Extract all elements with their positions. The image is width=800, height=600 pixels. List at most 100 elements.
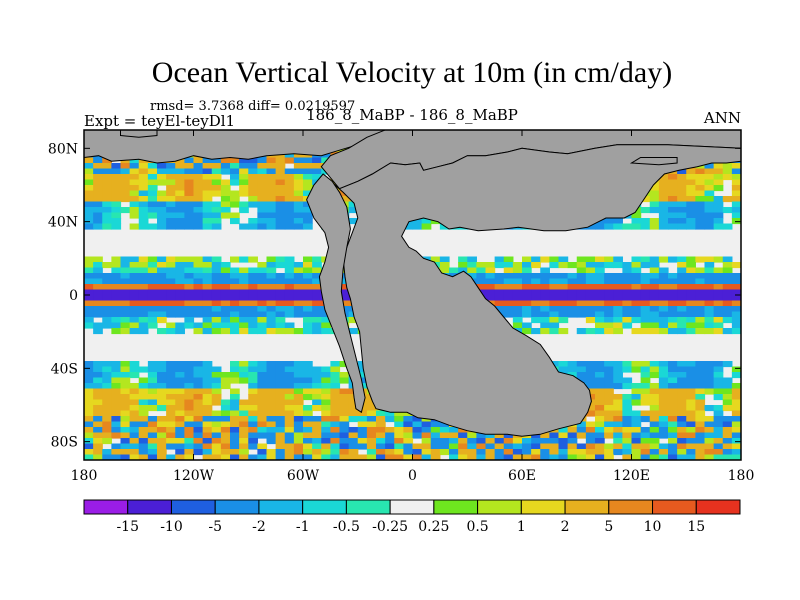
field-cell xyxy=(239,185,249,192)
field-cell xyxy=(595,262,605,269)
y-tick-label: 40S xyxy=(51,361,78,377)
field-cell xyxy=(677,185,687,192)
field-cell xyxy=(239,300,249,307)
field-cell xyxy=(567,306,578,313)
field-cell xyxy=(111,185,122,192)
field-cell xyxy=(266,383,277,390)
field-cell xyxy=(604,377,614,384)
field-cell xyxy=(257,454,268,460)
field-cell xyxy=(567,273,578,280)
field-cell xyxy=(668,443,678,450)
field-cell xyxy=(713,223,724,230)
field-cell xyxy=(293,152,304,159)
field-cell xyxy=(166,256,176,263)
field-cell xyxy=(677,300,687,307)
field-cell xyxy=(257,449,268,456)
field-cell xyxy=(102,190,112,197)
field-cell xyxy=(713,284,724,291)
field-cell xyxy=(613,306,623,313)
field-cell xyxy=(284,432,295,439)
field-cell xyxy=(631,300,642,307)
field-cell xyxy=(93,196,103,203)
colorbar-swatch xyxy=(302,499,347,515)
field-cell xyxy=(138,421,149,428)
field-cell xyxy=(84,207,94,214)
field-cell xyxy=(284,383,295,390)
field-cell xyxy=(385,454,395,460)
field-cell xyxy=(613,361,623,368)
field-cell xyxy=(120,207,131,214)
field-cell xyxy=(257,163,268,170)
field-cell xyxy=(175,421,185,428)
field-cell xyxy=(385,410,395,417)
field-cell xyxy=(604,449,614,456)
field-cell xyxy=(704,454,715,460)
field-cell xyxy=(485,289,496,296)
field-cell xyxy=(102,196,112,203)
field-cell xyxy=(129,196,140,203)
field-cell xyxy=(649,427,660,434)
field-cell xyxy=(239,410,249,417)
field-cell xyxy=(412,218,423,225)
field-cell xyxy=(93,322,103,329)
field-cell xyxy=(184,262,195,269)
field-cell xyxy=(266,295,277,302)
field-cell xyxy=(713,383,724,390)
field-cell xyxy=(677,399,687,406)
field-cell xyxy=(303,410,313,417)
field-cell xyxy=(211,212,222,219)
field-cell xyxy=(303,394,313,401)
field-cell xyxy=(138,273,149,280)
field-cell xyxy=(686,361,696,368)
y-tick-label: 80S xyxy=(51,435,78,451)
field-cell xyxy=(567,432,578,439)
field-cell xyxy=(202,273,213,280)
field-cell xyxy=(84,212,94,219)
field-cell xyxy=(166,427,176,434)
field-cell xyxy=(595,410,605,417)
field-cell xyxy=(622,438,633,445)
field-cell xyxy=(677,454,687,460)
field-cell xyxy=(531,443,541,450)
field-cell xyxy=(147,284,158,291)
field-cell xyxy=(275,223,286,230)
field-cell xyxy=(147,405,158,412)
field-cell xyxy=(376,432,386,439)
field-cell xyxy=(211,449,222,456)
field-cell xyxy=(239,311,249,318)
field-cell xyxy=(184,399,195,406)
field-cell xyxy=(266,289,277,296)
field-cell xyxy=(275,377,286,384)
field-cell xyxy=(147,163,158,170)
field-cell xyxy=(558,366,569,373)
field-cell xyxy=(722,168,733,175)
field-cell xyxy=(303,223,313,230)
land-polygon xyxy=(306,173,366,414)
field-cell xyxy=(211,190,222,197)
field-cell xyxy=(184,317,195,324)
field-cell xyxy=(613,295,623,302)
field-cell xyxy=(220,262,231,269)
field-cell xyxy=(184,190,195,197)
field-cell xyxy=(166,262,176,269)
field-cell xyxy=(695,377,706,384)
field-cell xyxy=(631,427,642,434)
field-cell xyxy=(248,405,258,412)
field-cell xyxy=(476,273,487,280)
field-cell xyxy=(421,449,432,456)
field-cell xyxy=(312,438,322,445)
field-cell xyxy=(558,284,569,291)
field-cell xyxy=(595,256,605,263)
field-cell xyxy=(138,394,149,401)
field-cell xyxy=(111,416,122,423)
field-cell xyxy=(366,416,377,423)
field-cell xyxy=(157,311,167,318)
field-cell xyxy=(713,405,724,412)
field-cell xyxy=(622,306,633,313)
field-cell xyxy=(184,168,195,175)
field-cell xyxy=(449,267,459,274)
field-cell xyxy=(604,454,614,460)
field-cell xyxy=(704,295,715,302)
field-cell xyxy=(157,163,167,170)
field-cell xyxy=(202,410,213,417)
